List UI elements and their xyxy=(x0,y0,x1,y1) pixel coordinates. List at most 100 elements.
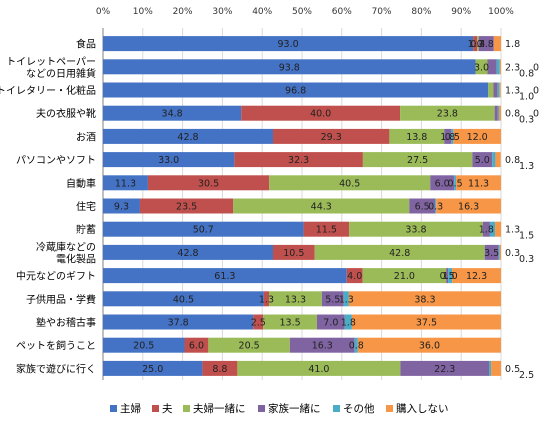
bar-segment xyxy=(234,152,363,168)
category-label: 冷蔵庫などの xyxy=(36,240,96,253)
bar-segment xyxy=(184,337,209,353)
data-label: 37.5 xyxy=(416,318,437,329)
bar-segment xyxy=(237,360,401,376)
bar-segment xyxy=(103,360,203,376)
bar-segment xyxy=(430,175,455,191)
category-label: 自動車 xyxy=(66,177,96,190)
data-label: 1.3 xyxy=(505,225,520,236)
bar-segment xyxy=(103,291,264,307)
bar-segment xyxy=(499,105,501,121)
bar-segment xyxy=(495,221,501,237)
bar-segment xyxy=(103,268,347,284)
bar-segment xyxy=(103,36,474,52)
bar-segment xyxy=(484,244,499,260)
data-label: 0.5 xyxy=(533,86,540,97)
data-label: 11.3 xyxy=(115,178,136,189)
bar-segment xyxy=(489,221,496,237)
bar-segment xyxy=(488,82,494,98)
data-labels: 93.01.00.43.81.893.83.02.30.80.396.81.31… xyxy=(114,39,540,381)
x-tick-label: 70% xyxy=(372,7,392,17)
bar-segment xyxy=(241,105,401,121)
data-label: 11.5 xyxy=(316,225,337,236)
data-label: 12.3 xyxy=(466,271,487,282)
data-label: 6.5 xyxy=(415,202,430,213)
bar-segment xyxy=(435,198,437,214)
legend-label: 家族一緒に xyxy=(268,402,321,415)
x-axis-ticks: 0% 10% 20% 30% 40% 50% 60% 70% 80% 90% 100% xyxy=(96,7,514,17)
bar-segment xyxy=(498,244,500,260)
data-label: 0.5 xyxy=(445,132,460,143)
bar-segment xyxy=(478,36,494,52)
data-label: 42.8 xyxy=(177,132,198,143)
data-label: 1.5 xyxy=(519,231,534,242)
data-label: 40.5 xyxy=(173,294,194,305)
data-label: 27.5 xyxy=(407,155,428,166)
bar-segment xyxy=(495,152,501,168)
data-label: 25.0 xyxy=(142,364,163,375)
data-label: 0.8 xyxy=(505,155,520,166)
legend-label: 主婦 xyxy=(120,403,141,415)
x-tick-label: 10% xyxy=(133,7,153,17)
legend: 主婦 夫 夫婦一緒に 家族一緒に その他 購入しない xyxy=(110,402,449,415)
bar-segment xyxy=(263,314,317,330)
bars xyxy=(103,36,501,376)
data-label: 23.8 xyxy=(437,109,458,120)
data-label: 0.8 xyxy=(505,109,520,120)
bar-segment xyxy=(489,360,492,376)
data-label: 8.8 xyxy=(212,364,227,375)
data-label: 3.8 xyxy=(479,39,494,50)
data-label: 0.5 xyxy=(440,271,455,282)
data-label: 21.0 xyxy=(394,271,415,282)
data-label: 0.3 xyxy=(505,248,520,259)
x-tick-label: 80% xyxy=(411,7,431,17)
legend-label: 夫婦一緒に xyxy=(193,402,246,415)
data-label: 1.8 xyxy=(341,318,356,329)
data-label: 42.8 xyxy=(177,248,198,259)
category-label: 塾やお稽古事 xyxy=(36,316,96,329)
bar-segment xyxy=(409,198,436,214)
category-label: 中元などのギフト xyxy=(16,270,96,283)
legend-swatch xyxy=(152,405,159,412)
data-label: 1.0 xyxy=(519,92,534,103)
data-label: 0.8 xyxy=(519,68,534,79)
data-label: 10.5 xyxy=(283,248,304,259)
data-label: 1.3 xyxy=(339,294,354,305)
data-label: 16.3 xyxy=(458,202,479,213)
data-label: 33.8 xyxy=(405,225,426,236)
bar-segment xyxy=(269,291,322,307)
bar-segment xyxy=(477,36,479,52)
data-label: 34.8 xyxy=(162,109,183,120)
category-label: 夫の衣服や靴 xyxy=(36,107,96,120)
category-label: 貯蓄 xyxy=(76,224,96,236)
bar-segment xyxy=(494,105,498,121)
category-label: 住宅 xyxy=(76,200,96,213)
category-label: トイレタリー・化粧品 xyxy=(0,84,96,97)
bar-segment xyxy=(233,198,410,214)
bar-segment xyxy=(472,152,493,168)
category-label: などの日用雑貨 xyxy=(26,67,96,80)
category-labels: 食品トイレットペーパーなどの日用雑貨トイレタリー・化粧品夫の衣服や靴お酒パソコン… xyxy=(0,38,96,376)
data-label: 3.5 xyxy=(484,248,499,259)
data-label: 16.3 xyxy=(312,341,333,352)
data-label: 44.3 xyxy=(311,202,332,213)
x-tick-label: 30% xyxy=(212,7,232,17)
x-tick-label: 20% xyxy=(173,7,193,17)
bar-segment xyxy=(456,175,501,191)
bar-segment xyxy=(103,128,274,144)
data-label: 1.0 xyxy=(443,271,458,282)
category-label: 子供用品・学費 xyxy=(26,293,96,306)
data-label: 0.3 xyxy=(519,115,534,126)
data-label: 93.0 xyxy=(277,39,298,50)
data-label: 5.0 xyxy=(475,155,490,166)
bar-segment xyxy=(269,175,431,191)
data-label: 6.0 xyxy=(435,178,450,189)
bar-segment xyxy=(400,360,490,376)
bar-segment xyxy=(139,198,234,214)
bar-segment xyxy=(349,221,483,237)
x-tick-label: 90% xyxy=(451,7,471,17)
bar-segment xyxy=(103,105,242,121)
bar-segment xyxy=(103,175,148,191)
legend-swatch xyxy=(258,405,265,412)
data-label: 6.0 xyxy=(189,341,204,352)
category-label: 電化製品 xyxy=(56,252,96,265)
